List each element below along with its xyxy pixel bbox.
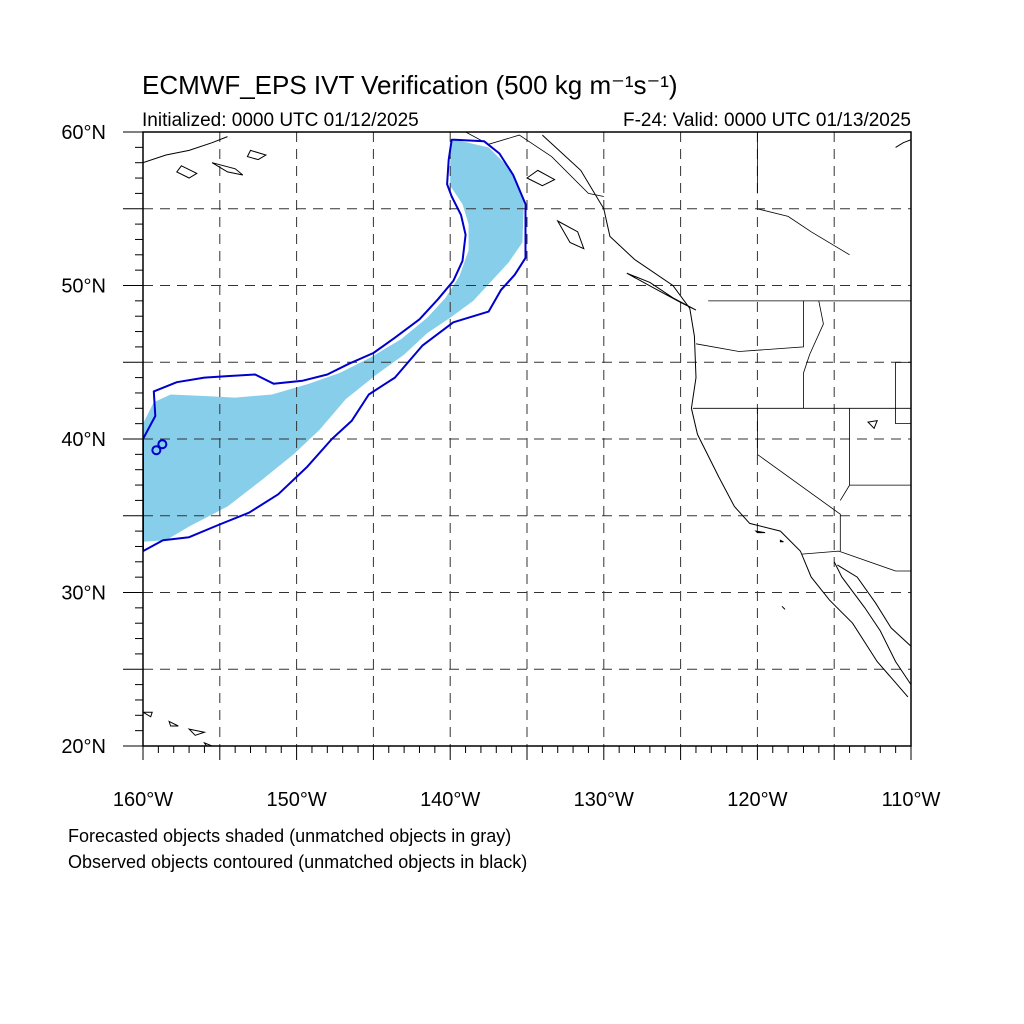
observed-small-contour [151,445,162,456]
map-title: ECMWF_EPS IVT Verification (500 kg m⁻¹s⁻… [142,70,678,100]
political-border [839,408,850,501]
island-outline [211,162,244,176]
island-outline [754,530,766,534]
island-outline [556,219,585,250]
latitude-label: 60°N [61,122,106,144]
island-outline [143,711,153,718]
political-border [757,408,841,552]
longitude-label: 140°W [420,789,480,811]
latitude-label: 30°N [61,583,106,605]
island-outline [779,539,784,543]
coastline [143,136,228,164]
island-outline [187,728,207,736]
island-outline [626,272,697,311]
coastline [895,139,911,148]
latitude-label: 50°N [61,276,106,298]
longitude-label: 130°W [574,789,634,811]
observed-small-contour [157,439,168,450]
note-forecast: Forecasted objects shaded (unmatched obj… [68,826,512,846]
coastline [542,134,909,698]
island-outline [866,419,878,430]
island-outline [526,169,556,187]
latitude-label: 40°N [61,429,106,451]
valid-time: F-24: Valid: 0000 UTC 01/13/2025 [623,110,911,131]
longitude-label: 150°W [266,789,326,811]
longitude-label: 160°W [113,789,173,811]
island-outline [176,165,198,179]
observed-object-contour [143,138,527,553]
island-outline [246,149,268,161]
political-border [757,208,850,256]
latitude-label: 20°N [61,736,106,758]
coastline [833,561,911,685]
note-observed: Observed objects contoured (unmatched ob… [68,852,528,872]
political-border [803,300,824,409]
forecast-object-shading [143,139,524,542]
island-outline [781,605,786,610]
political-border [695,300,804,352]
political-border [801,550,911,572]
political-border [895,362,911,425]
island-outline [203,741,214,746]
longitude-label: 110°W [882,789,941,811]
longitude-label: 120°W [727,789,787,811]
island-outline [168,720,179,727]
coastline [837,564,911,647]
initialized-time: Initialized: 0000 UTC 01/12/2025 [142,110,419,131]
